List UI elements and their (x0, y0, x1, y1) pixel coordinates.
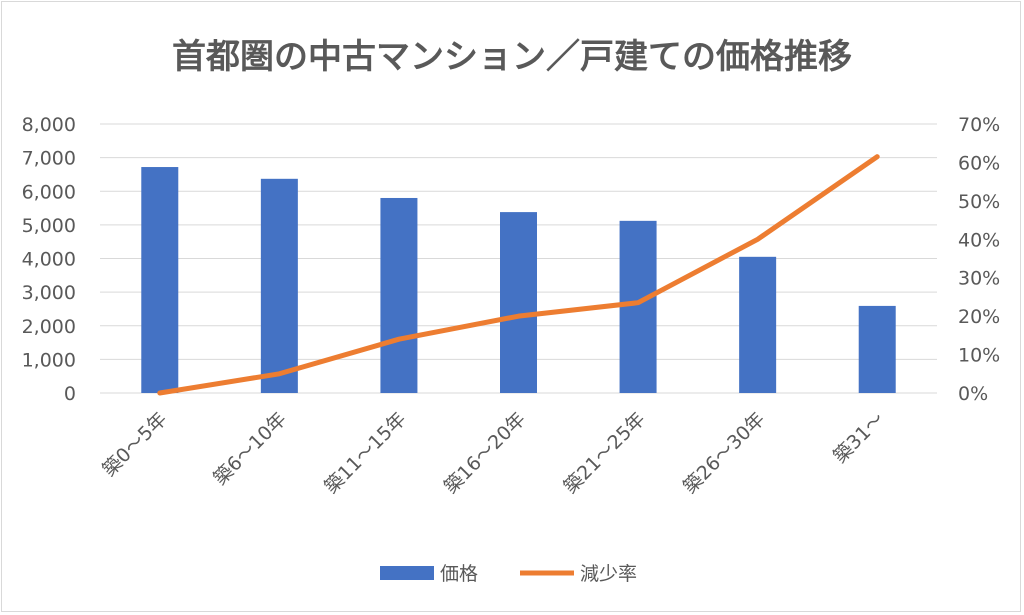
x-tick-label: 築31～ (829, 408, 889, 468)
x-axis: 築0～5年 築6～10年 築11～15年 築16～20年 築21～25年 築26～30年築… (98, 408, 888, 498)
right-tick-label: 0% (958, 383, 988, 405)
legend: 価格 減少率 (380, 563, 637, 585)
legend-label: 減少率 (580, 563, 637, 585)
left-tick-label: 3,000 (22, 282, 76, 304)
left-tick-label: 5,000 (22, 215, 76, 237)
right-tick-label: 30% (958, 268, 1000, 290)
left-tick-label: 7,000 (22, 148, 76, 170)
bar-series (141, 167, 896, 393)
right-tick-label: 60% (958, 152, 1000, 174)
line-series (157, 154, 880, 396)
left-tick-label: 8,000 (22, 114, 76, 136)
left-tick-label: 1,000 (22, 349, 76, 371)
right-tick-label: 50% (958, 191, 1000, 213)
x-tick-label: 築21～25年 (560, 408, 650, 498)
legend-swatch-bar (380, 566, 434, 580)
left-tick-label: 6,000 (22, 181, 76, 203)
x-tick-label: 築6～10年 (209, 408, 291, 490)
left-tick-label: 0 (64, 383, 76, 405)
bar (141, 167, 179, 393)
bar (858, 305, 896, 393)
bar (380, 197, 418, 393)
x-tick-label: 築0～5年 (98, 408, 171, 481)
bar (260, 178, 298, 393)
bar (739, 256, 777, 393)
right-axis: 0% 10% 20% 30% 40% 50% 60% 70% (958, 114, 1000, 405)
left-tick-label: 2,000 (22, 316, 76, 338)
bar (500, 212, 537, 393)
chart-title: 首都圏の中古マンション／戸建ての価格推移 (172, 37, 852, 77)
legend-label: 価格 (440, 563, 478, 585)
left-tick-label: 4,000 (22, 249, 76, 271)
bar (619, 220, 657, 393)
x-tick-label: 築16～20年 (440, 408, 530, 498)
right-tick-label: 20% (958, 306, 1000, 328)
right-tick-label: 70% (958, 114, 1000, 136)
x-tick-label: 築26～30年 (679, 408, 769, 498)
x-tick-label: 築11～15年 (320, 408, 410, 498)
right-tick-label: 10% (958, 345, 1000, 367)
left-axis: 0 1,000 2,000 3,000 4,000 5,000 6,000 7,000 8,00… (22, 114, 76, 405)
right-tick-label: 40% (958, 229, 1000, 251)
